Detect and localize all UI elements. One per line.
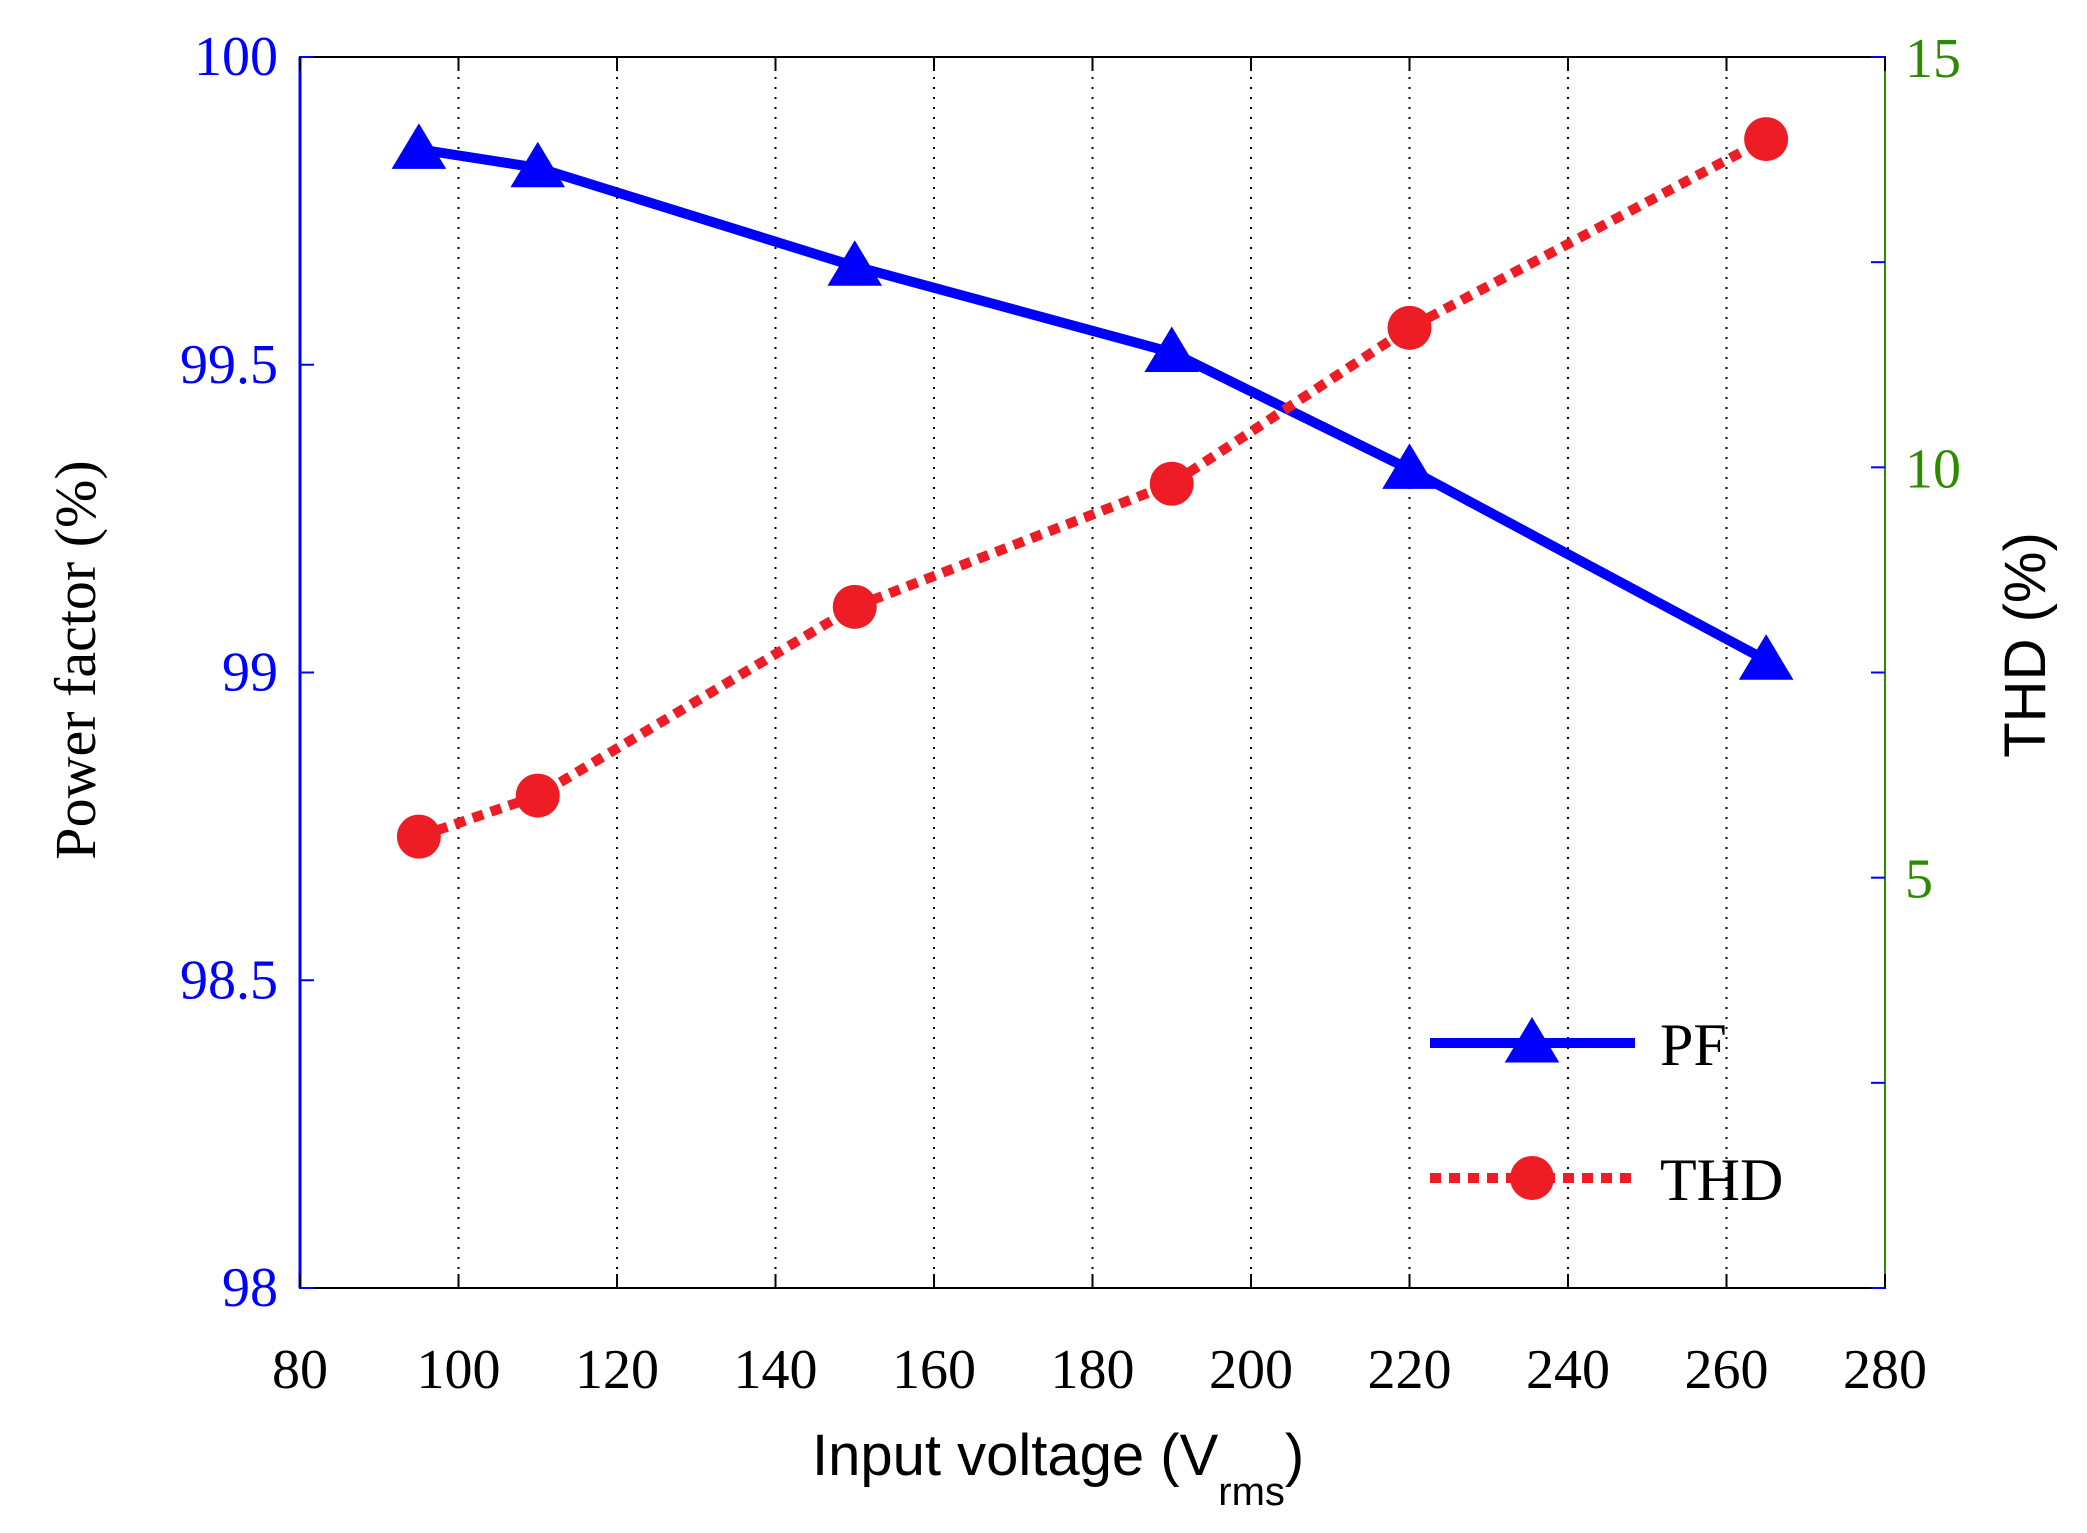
x-axis-label-subscript: rms: [1218, 1470, 1285, 1514]
x-tick-label: 140: [734, 1339, 818, 1401]
ticks-layer: 80 100 120 140 160 180 200 220 240 260 280 98 98.5 99…: [180, 26, 1961, 1401]
data-point-pf: [510, 141, 566, 188]
x-tick-label: 80: [272, 1339, 328, 1401]
y-right-tick-label: 15: [1905, 28, 1961, 90]
legend-label-pf: PF: [1660, 1012, 1727, 1078]
legend-label-thd: THD: [1660, 1147, 1783, 1213]
data-point-thd: [1744, 117, 1789, 162]
y-left-tick-label: 98.5: [180, 949, 278, 1011]
plot-frame: [299, 56, 1886, 1289]
y-axis-right-label: THD (%): [1993, 532, 2058, 758]
y-left-tick-label: 98: [222, 1257, 278, 1319]
y-left-tick-label: 100: [194, 26, 278, 88]
grid-layer: [457, 57, 1728, 1288]
x-axis-label-main: Input voltage (V: [812, 1423, 1219, 1488]
y-axis-left-label: Power factor (%): [43, 460, 108, 859]
x-tick-label: 220: [1368, 1339, 1452, 1401]
data-point-pf: [1738, 634, 1794, 680]
y-left-tick-label: 99.5: [180, 334, 278, 396]
x-tick-label: 100: [417, 1339, 501, 1401]
data-point-pf: [1144, 326, 1200, 372]
y-right-tick-label: 5: [1905, 849, 1933, 911]
data-point-thd: [1387, 305, 1432, 350]
y-left-tick-label: 99: [222, 642, 278, 704]
y-right-tick-label: 10: [1905, 438, 1961, 500]
data-point-pf: [1382, 443, 1437, 489]
legend: PF THD: [1430, 1012, 1783, 1213]
x-tick-label: 200: [1209, 1339, 1293, 1401]
data-point-thd: [515, 773, 560, 818]
data-point-pf: [391, 123, 447, 169]
series-line-pf: [418, 144, 1769, 665]
x-tick-label: 160: [892, 1339, 976, 1401]
data-point-thd: [396, 814, 441, 859]
legend-marker-pf: [1504, 1017, 1560, 1063]
series-layer: [391, 117, 1794, 859]
x-tick-label: 240: [1526, 1339, 1610, 1401]
data-point-thd: [832, 584, 877, 629]
x-axis-label: Input voltage (Vrms): [812, 1423, 1304, 1514]
legend-marker-thd: [1510, 1156, 1554, 1200]
x-tick-label: 120: [575, 1339, 659, 1401]
data-point-thd: [1149, 461, 1194, 506]
x-axis-label-close: ): [1285, 1423, 1304, 1488]
x-tick-label: 260: [1685, 1339, 1769, 1401]
x-tick-label: 180: [1051, 1339, 1135, 1401]
data-point-pf: [827, 240, 883, 286]
x-tick-label: 280: [1843, 1339, 1927, 1401]
